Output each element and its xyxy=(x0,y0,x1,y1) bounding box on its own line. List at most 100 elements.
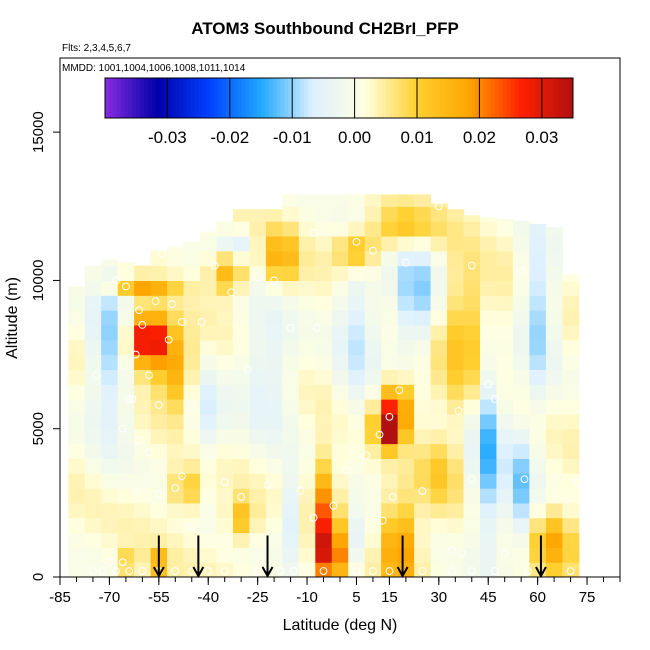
colorbar-segment xyxy=(210,78,215,118)
colorbar-segment xyxy=(358,78,363,118)
heatmap-cell xyxy=(117,295,135,311)
flight-arrow xyxy=(152,535,165,579)
heatmap-cell xyxy=(496,517,514,534)
heatmap-cell xyxy=(430,428,448,445)
heatmap-cell xyxy=(282,295,300,311)
sample-point xyxy=(553,220,562,228)
heatmap-cell xyxy=(183,369,201,385)
heatmap-cell xyxy=(84,458,102,474)
heatmap-cell xyxy=(545,227,563,237)
colorbar-segment xyxy=(272,78,278,118)
heatmap-cell xyxy=(364,413,382,430)
heatmap-cell xyxy=(545,517,563,534)
colorbar-tick-label: -0.02 xyxy=(210,128,249,147)
heatmap-cell xyxy=(68,295,86,311)
sample-point xyxy=(309,513,318,522)
heatmap-cell xyxy=(545,324,563,341)
heatmap-cell xyxy=(463,413,481,430)
heatmap-cell xyxy=(331,488,349,504)
sample-point xyxy=(378,516,387,525)
heatmap-cell xyxy=(200,324,218,341)
heatmap-cell xyxy=(167,246,185,252)
heatmap-cell xyxy=(265,399,283,415)
sample-point xyxy=(454,407,463,415)
heatmap-cell xyxy=(397,280,415,296)
heatmap-cell xyxy=(282,399,300,415)
heatmap-cell xyxy=(447,517,465,534)
colorbar-segment xyxy=(506,78,512,118)
heatmap-cell xyxy=(480,488,498,504)
heatmap-cell xyxy=(496,562,514,577)
heatmap-cell xyxy=(430,517,448,534)
heatmap-cell xyxy=(529,428,547,445)
heatmap-cell xyxy=(101,384,119,400)
sample-point xyxy=(125,395,134,403)
heatmap-cell xyxy=(414,517,432,534)
heatmap-cell xyxy=(496,219,514,222)
heatmap-cell xyxy=(150,295,168,311)
heatmap-cell xyxy=(315,517,333,534)
heatmap-cell xyxy=(348,562,366,577)
heatmap-cell xyxy=(545,339,563,356)
colorbar-segment xyxy=(261,78,266,118)
heatmap-cell xyxy=(282,206,300,222)
heatmap-cell xyxy=(265,339,283,356)
x-tick-label: 30 xyxy=(430,589,447,606)
heatmap-cell xyxy=(282,458,300,474)
colorbar-segment xyxy=(300,78,305,118)
heatmap-cell xyxy=(167,473,185,489)
heatmap-cell xyxy=(282,488,300,504)
heatmap-cell xyxy=(364,369,382,385)
heatmap-cell xyxy=(430,488,448,504)
heatmap-cell xyxy=(512,428,531,445)
heatmap-cell xyxy=(381,221,399,237)
heatmap-cell xyxy=(430,443,448,459)
heatmap-cell xyxy=(381,458,399,474)
heatmap-cell xyxy=(68,428,86,445)
heatmap-cell xyxy=(430,384,448,400)
heatmap-cell xyxy=(463,399,481,415)
heatmap-cell xyxy=(232,488,251,504)
heatmap-cell xyxy=(298,265,316,282)
heatmap-cell xyxy=(331,428,349,445)
colorbar-segment xyxy=(136,78,141,118)
heatmap-cell xyxy=(512,310,531,326)
heatmap-cell xyxy=(315,399,333,415)
heatmap-cell xyxy=(200,428,218,445)
heatmap-cell xyxy=(381,250,399,267)
heatmap-cell xyxy=(134,562,152,577)
sample-point xyxy=(523,567,532,575)
sample-point xyxy=(309,229,318,237)
heatmap-cell xyxy=(282,384,300,400)
heatmap-cell xyxy=(397,488,415,504)
heatmap-cell xyxy=(167,517,185,534)
heatmap-cell xyxy=(298,250,316,267)
heatmap-cell xyxy=(397,265,415,282)
colorbar-segment xyxy=(179,78,184,118)
sample-point xyxy=(154,401,163,409)
colorbar-segment xyxy=(112,78,118,118)
heatmap-cell xyxy=(150,280,168,296)
colorbar-segment xyxy=(510,78,515,118)
sample-point xyxy=(253,567,262,575)
heatmap-cell xyxy=(101,265,119,282)
heatmap-cell xyxy=(562,443,580,459)
colorbar-segment xyxy=(378,78,383,118)
heatmap-cell xyxy=(397,473,415,489)
heatmap-cell xyxy=(265,221,283,237)
heatmap-cell xyxy=(348,547,366,563)
colorbar-segment xyxy=(159,78,164,118)
heatmap-cell xyxy=(200,413,218,430)
heatmap-cell xyxy=(463,384,481,400)
heatmap-cell xyxy=(562,413,580,430)
heatmap-cell xyxy=(381,265,399,282)
heatmap-cell xyxy=(117,532,135,548)
heatmap-cell xyxy=(496,250,514,267)
heatmap-cell xyxy=(348,532,366,548)
heatmap-cell xyxy=(298,295,316,311)
colorbar-segment xyxy=(206,78,211,118)
colorbar-segment xyxy=(440,78,445,118)
sample-point xyxy=(220,478,229,487)
heatmap-cell xyxy=(216,295,234,311)
heatmap-cell xyxy=(348,310,366,326)
